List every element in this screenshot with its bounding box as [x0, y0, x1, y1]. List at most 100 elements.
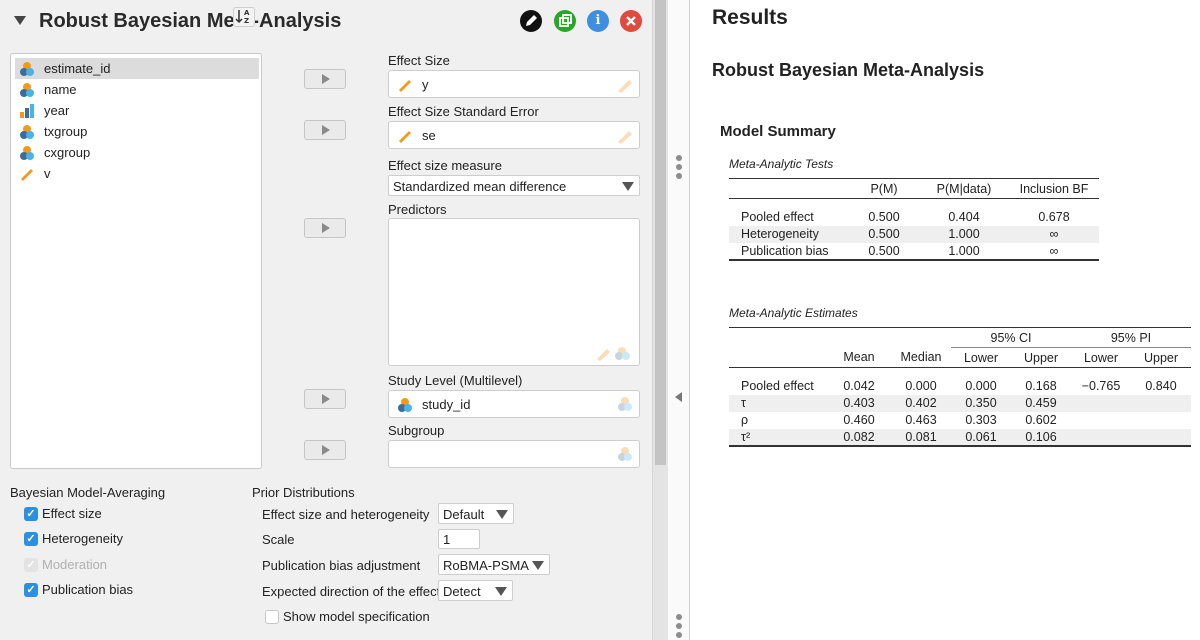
table-cell: 0.106 — [1011, 428, 1071, 447]
table-row: Pooled effect 0.500 0.404 0.678 — [729, 209, 1099, 226]
subgroup-field[interactable] — [388, 440, 640, 468]
pub-bias-value: RoBMA-PSMA — [443, 558, 529, 573]
options-scrollbar[interactable] — [652, 0, 668, 640]
table-cell: −0.765 — [1081, 379, 1121, 393]
effect-size-field[interactable]: y — [388, 70, 640, 98]
effect-size-value: y — [422, 77, 429, 92]
info-icon[interactable]: i — [587, 10, 609, 32]
collapse-left-icon[interactable] — [675, 392, 682, 402]
variable-label: name — [44, 82, 77, 97]
nominal-hint-icon — [615, 445, 635, 463]
chevron-down-icon — [496, 510, 508, 519]
scrollbar-thumb[interactable] — [655, 0, 666, 465]
row-label: ρ — [741, 413, 749, 427]
checkmark-icon: ✓ — [24, 583, 38, 597]
checkbox-label: Heterogeneity — [42, 531, 123, 546]
meta-analytic-tests-table: P(M) P(M|data) Inclusion BF Pooled effect 0… — [729, 178, 1099, 261]
table-cell: 0.082 — [827, 428, 891, 447]
results-title: Results — [712, 6, 788, 29]
checkbox-label: Show model specification — [283, 609, 430, 624]
variable-item[interactable]: name — [15, 79, 259, 100]
collapse-analysis-icon[interactable] — [14, 16, 26, 25]
variable-item[interactable]: cxgroup — [15, 142, 259, 163]
table-cell: 0.168 — [1025, 379, 1057, 393]
column-header — [729, 178, 849, 199]
pub-bias-dropdown[interactable]: RoBMA-PSMA — [438, 554, 550, 575]
column-header: P(M|data) — [919, 178, 1009, 199]
estimates-table-caption: Meta-Analytic Estimates — [729, 306, 858, 320]
results-analysis-title[interactable]: Robust Bayesian Meta-Analysis — [712, 60, 985, 80]
effect-size-label: Effect Size — [388, 53, 450, 68]
analysis-title[interactable]: Robust Bayesian Meta-Analysis — [39, 10, 342, 32]
nominal-icon — [19, 61, 35, 77]
copy-icon[interactable] — [554, 10, 576, 32]
variable-item[interactable]: year — [15, 100, 259, 121]
effect-het-label: Effect size and heterogeneity — [262, 507, 430, 522]
column-header: Mean — [827, 347, 891, 368]
table-cell: 0.459 — [1011, 394, 1071, 412]
results-panel: Results Robust Bayesian Meta-Analysis Mo… — [691, 0, 1200, 640]
measure-label: Effect size measure — [388, 158, 502, 173]
checkmark-icon: ✓ — [24, 532, 38, 546]
group-header: 95% PI — [1071, 327, 1191, 348]
direction-dropdown[interactable]: Detect — [438, 580, 513, 601]
table-cell: 0.000 — [965, 379, 997, 393]
analysis-options-panel: Robust Bayesian Meta-Analysis i estimate… — [0, 0, 652, 640]
column-header: Upper — [1011, 347, 1071, 368]
table-cell: 0.678 — [1038, 210, 1070, 224]
tests-table-caption: Meta-Analytic Tests — [729, 157, 834, 171]
drag-handle-icon[interactable] — [676, 614, 682, 640]
predictors-field[interactable] — [388, 218, 640, 366]
svg-text:Z: Z — [244, 17, 249, 24]
table-cell: 0.403 — [827, 394, 891, 412]
group-header: 95% CI — [951, 327, 1071, 348]
direction-value: Detect — [443, 584, 481, 599]
table-cell: 0.500 — [849, 225, 919, 243]
variable-item[interactable]: v — [15, 163, 259, 184]
variable-item[interactable]: txgroup — [15, 121, 259, 142]
drag-handle-icon[interactable] — [676, 155, 682, 182]
effect-het-dropdown[interactable]: Default — [438, 503, 514, 524]
se-field[interactable]: se — [388, 121, 640, 149]
effect-het-value: Default — [443, 507, 485, 522]
table-cell: 0.061 — [951, 428, 1011, 447]
row-label: τ² — [729, 428, 827, 447]
table-cell: 0.402 — [891, 394, 951, 412]
table-cell: 1.000 — [919, 242, 1009, 261]
assign-predictors-button[interactable] — [304, 218, 346, 238]
assign-se-button[interactable] — [304, 120, 346, 140]
scale-icon — [19, 166, 35, 182]
measure-dropdown[interactable]: Standardized mean difference — [388, 175, 640, 196]
table-cell: 0.602 — [1025, 413, 1057, 427]
checkbox-label: Publication bias — [42, 582, 134, 597]
table-cell — [1131, 428, 1191, 447]
assign-study-level-button[interactable] — [304, 389, 346, 409]
assign-effect-size-button[interactable] — [304, 69, 346, 89]
table-cell: 0.463 — [905, 413, 937, 427]
chevron-down-icon — [495, 587, 507, 596]
table-cell: ∞ — [1009, 225, 1099, 243]
row-label: Heterogeneity — [729, 225, 849, 243]
scale-input[interactable]: 1 — [438, 529, 480, 549]
close-icon[interactable] — [620, 10, 642, 32]
variable-item[interactable]: estimate_id — [15, 58, 259, 79]
se-value: se — [422, 128, 436, 143]
table-cell — [1131, 394, 1191, 412]
pencil-icon[interactable] — [520, 10, 542, 32]
se-label: Effect Size Standard Error — [388, 104, 539, 119]
subgroup-label: Subgroup — [388, 423, 445, 438]
nominal-icon — [19, 82, 35, 98]
prior-distributions-title: Prior Distributions — [252, 485, 355, 500]
panel-splitter[interactable] — [668, 0, 690, 640]
assign-subgroup-button[interactable] — [304, 440, 346, 460]
predictors-label: Predictors — [388, 202, 447, 217]
nominal-hint-icon — [615, 395, 635, 413]
scale-icon — [397, 77, 413, 93]
chevron-down-icon — [622, 182, 634, 191]
model-averaging-title: Bayesian Model-Averaging — [10, 485, 166, 500]
table-row: τ² 0.082 0.081 0.061 0.106 — [729, 428, 1191, 447]
table-cell — [1071, 412, 1131, 429]
study-level-field[interactable]: study_id — [388, 390, 640, 418]
